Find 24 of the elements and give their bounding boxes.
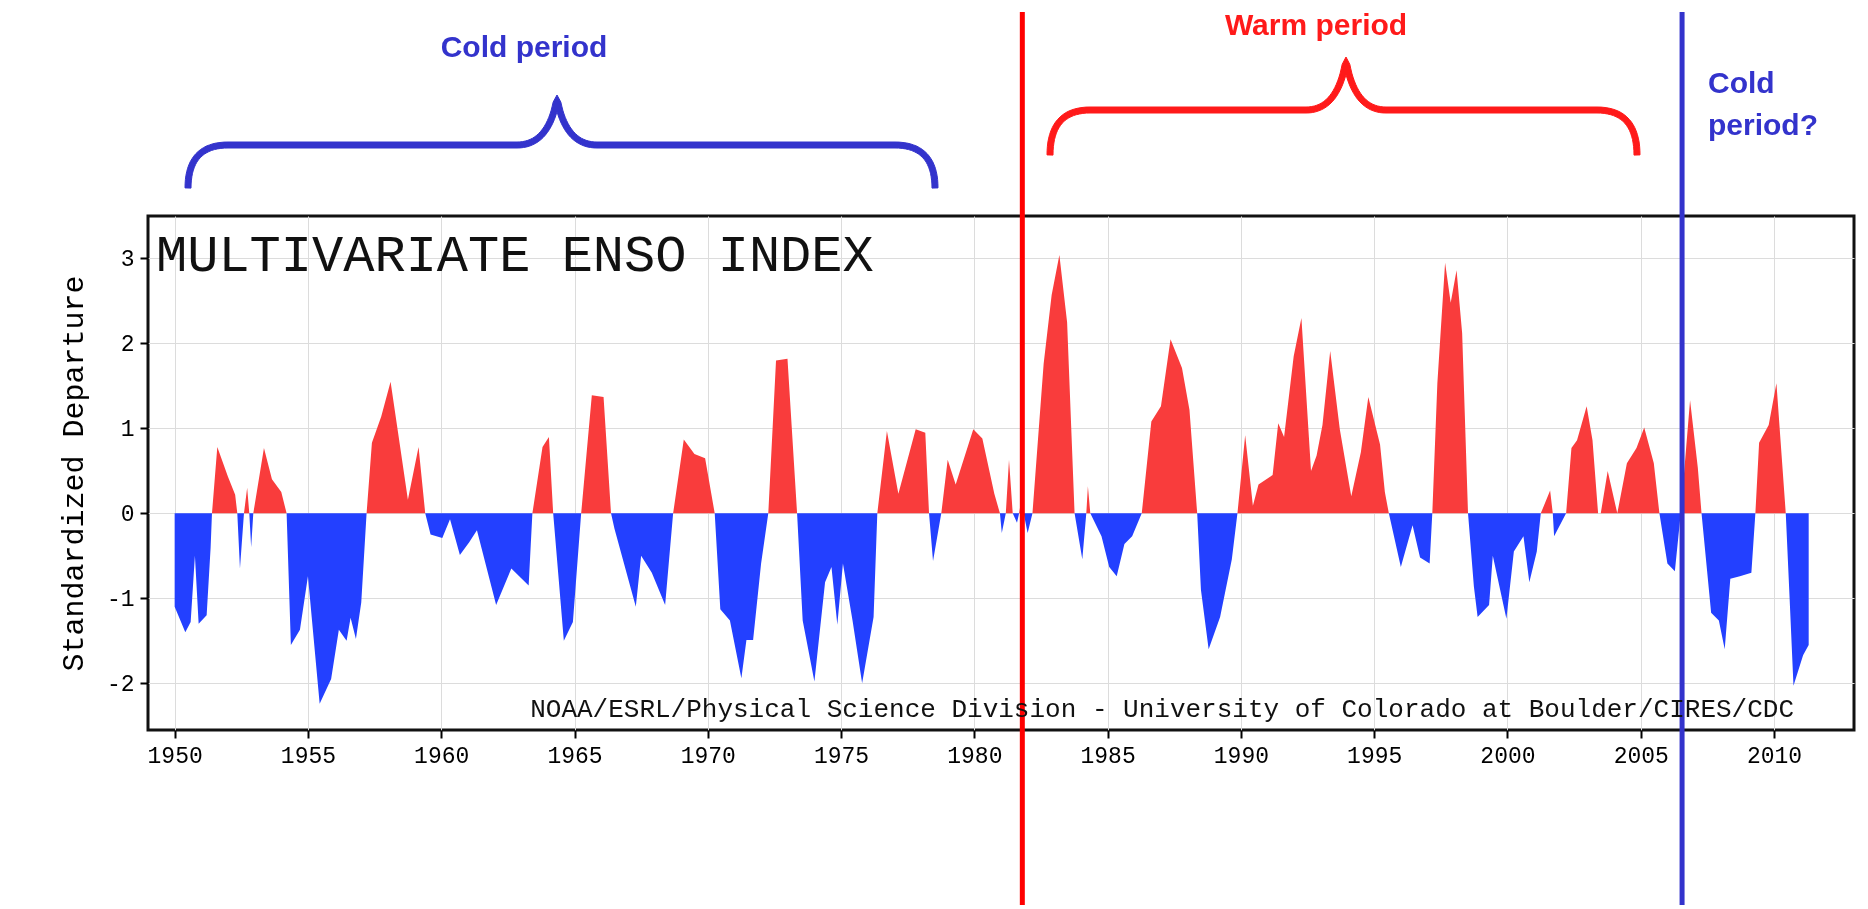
x-tick-label: 1980 (947, 743, 1003, 770)
y-tick-label: -1 (106, 586, 135, 613)
text: Warm period (1224, 8, 1408, 42)
text: Cold period? (1708, 65, 1819, 143)
y-tick-label: -2 (106, 671, 135, 698)
x-tick-label: 1960 (414, 743, 470, 770)
y-tick-label: 2 (120, 331, 135, 358)
x-tick-label: 2005 (1613, 743, 1669, 770)
x-tick-label: 1955 (280, 743, 337, 770)
x-tick-label: 2000 (1480, 743, 1536, 770)
x-tick-label: 1970 (680, 743, 736, 770)
y-tick-label: 1 (120, 416, 135, 443)
y-tick-label: 3 (120, 246, 135, 273)
text: Cold period (440, 30, 608, 64)
x-tick-label: 1985 (1080, 743, 1136, 770)
x-tick-label: 1950 (147, 743, 203, 770)
chart-title: MULTIVARIATE ENSO INDEX (156, 228, 874, 287)
x-tick-label: 1975 (813, 743, 870, 770)
y-axis-title: Standardized Departure (57, 275, 92, 672)
x-tick-label: 2010 (1746, 743, 1803, 770)
x-tick-label: 1995 (1347, 743, 1403, 770)
x-tick-label: 1990 (1213, 743, 1270, 770)
x-tick-label: 1965 (547, 743, 603, 770)
y-tick-label: 0 (120, 501, 135, 528)
